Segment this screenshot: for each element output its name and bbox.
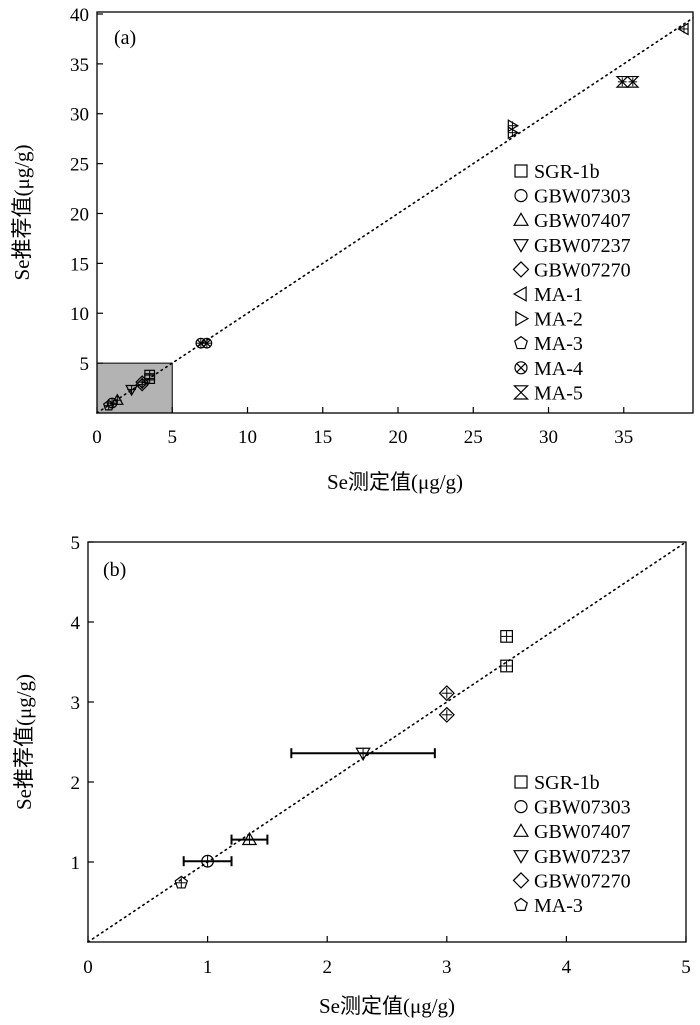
chart-panel-a: 0 5 10 15 20 25 30 35 5 10 15 20 25 30 35 40 Se测定值(μg/g)… — [10, 5, 694, 494]
y-tick-label: 35 — [70, 55, 89, 76]
plot-frame — [96, 11, 694, 414]
legend-item: GBW07303 — [514, 797, 631, 819]
data-point — [615, 75, 629, 88]
data-point — [135, 375, 150, 389]
legend-label: MA-4 — [534, 358, 583, 380]
x-axis: 0 5 10 15 20 25 30 35 — [92, 407, 633, 448]
x-tick-label: 4 — [562, 957, 572, 978]
data-point — [174, 875, 189, 889]
data-point — [355, 747, 371, 762]
y-tick-label: 10 — [70, 304, 89, 325]
data-point — [201, 854, 215, 868]
y-tick-label: 2 — [71, 773, 81, 794]
panel-label: (a) — [114, 27, 136, 49]
legend-item: GBW07270 — [512, 870, 631, 892]
x-tick-label: 5 — [681, 957, 691, 978]
legend-label: SGR-1b — [534, 772, 600, 794]
y-tick-label: 3 — [71, 693, 81, 714]
y-tick-label: 25 — [70, 155, 89, 176]
x-tick-label: 0 — [92, 427, 102, 448]
x-axis-label: Se测定值(μg/g) — [327, 470, 463, 494]
data-point — [125, 384, 139, 397]
data-point — [201, 337, 213, 349]
data-point — [507, 119, 520, 133]
y-axis: 5 10 15 20 25 30 35 40 — [70, 5, 103, 375]
x-axis: 0 1 2 3 4 5 — [83, 936, 691, 978]
data-point — [500, 629, 513, 643]
legend-item: GBW07237 — [513, 846, 631, 868]
legend-label: GBW07303 — [534, 186, 631, 208]
data-point — [677, 22, 689, 36]
legend-label: GBW07303 — [534, 797, 631, 819]
legend-item: SGR-1b — [514, 772, 600, 794]
panel-label: (b) — [103, 559, 126, 581]
y-tick-label: 20 — [70, 204, 89, 225]
x-tick-label: 35 — [614, 427, 633, 448]
legend-item: GBW07237 — [513, 235, 631, 257]
x-axis-label: Se测定值(μg/g) — [319, 994, 455, 1018]
legend-label: SGR-1b — [534, 161, 600, 183]
legend-item: MA-3 — [514, 895, 583, 917]
plot-frame — [87, 541, 687, 943]
y-tick-label: 15 — [70, 254, 89, 275]
legend-item: MA-5 — [512, 382, 583, 404]
legend-item: GBW07303 — [514, 186, 631, 208]
legend-label: MA-1 — [534, 284, 583, 306]
legend-label: MA-3 — [534, 333, 583, 355]
x-tick-label: 0 — [83, 957, 93, 978]
data-point — [103, 399, 115, 411]
y-tick-label: 5 — [71, 533, 81, 554]
y-tick-label: 5 — [80, 354, 90, 375]
x-tick-label: 15 — [313, 427, 332, 448]
y-axis: 1 2 3 4 5 — [71, 533, 94, 874]
data-point — [500, 659, 513, 673]
legend-item: SGR-1b — [514, 161, 600, 183]
x-tick-label: 25 — [464, 427, 483, 448]
legend-item: GBW07270 — [512, 259, 631, 281]
x-tick-label: 30 — [539, 427, 558, 448]
legend-label: GBW07237 — [534, 846, 631, 868]
legend-item: MA-4 — [514, 358, 583, 380]
data-point — [241, 831, 258, 846]
x-tick-label: 2 — [322, 957, 332, 978]
legend-label: MA-2 — [534, 309, 583, 331]
x-tick-label: 20 — [389, 427, 408, 448]
y-tick-label: 30 — [70, 105, 89, 126]
data-point — [438, 706, 455, 723]
reference-line — [96, 17, 694, 414]
x-tick-label: 1 — [203, 957, 213, 978]
y-tick-label: 4 — [71, 613, 81, 634]
legend-label: GBW07270 — [534, 259, 631, 281]
x-tick-label: 5 — [168, 427, 178, 448]
y-axis-label: Se推荐值(μg/g) — [12, 674, 36, 810]
y-tick-label: 1 — [71, 853, 81, 874]
legend-label: GBW07407 — [534, 210, 631, 232]
y-axis-label: Se推荐值(μg/g) — [10, 144, 34, 280]
legend-label: MA-5 — [534, 382, 583, 404]
data-point — [110, 393, 124, 405]
y-tick-label: 40 — [70, 5, 89, 26]
data-point — [144, 369, 156, 381]
legend-label: GBW07270 — [534, 870, 631, 892]
data-point — [438, 685, 455, 702]
legend-label: GBW07407 — [534, 821, 631, 843]
legend-item: MA-2 — [515, 309, 583, 331]
legend-label: MA-3 — [534, 895, 583, 917]
legend-label: GBW07237 — [534, 235, 631, 257]
reference-line — [87, 541, 687, 943]
x-tick-label: 10 — [238, 427, 257, 448]
data-point — [626, 75, 640, 88]
legend-item: MA-3 — [514, 333, 583, 355]
legend-item: GBW07407 — [513, 821, 631, 843]
x-tick-label: 3 — [442, 957, 452, 978]
chart-panel-b: 0 1 2 3 4 5 1 2 3 4 5 Se测定值(μg/g) Se推荐值(μg/g) (b) SGR-… — [12, 533, 691, 1018]
legend-item: GBW07407 — [513, 210, 631, 232]
legend-item: MA-1 — [512, 284, 583, 306]
